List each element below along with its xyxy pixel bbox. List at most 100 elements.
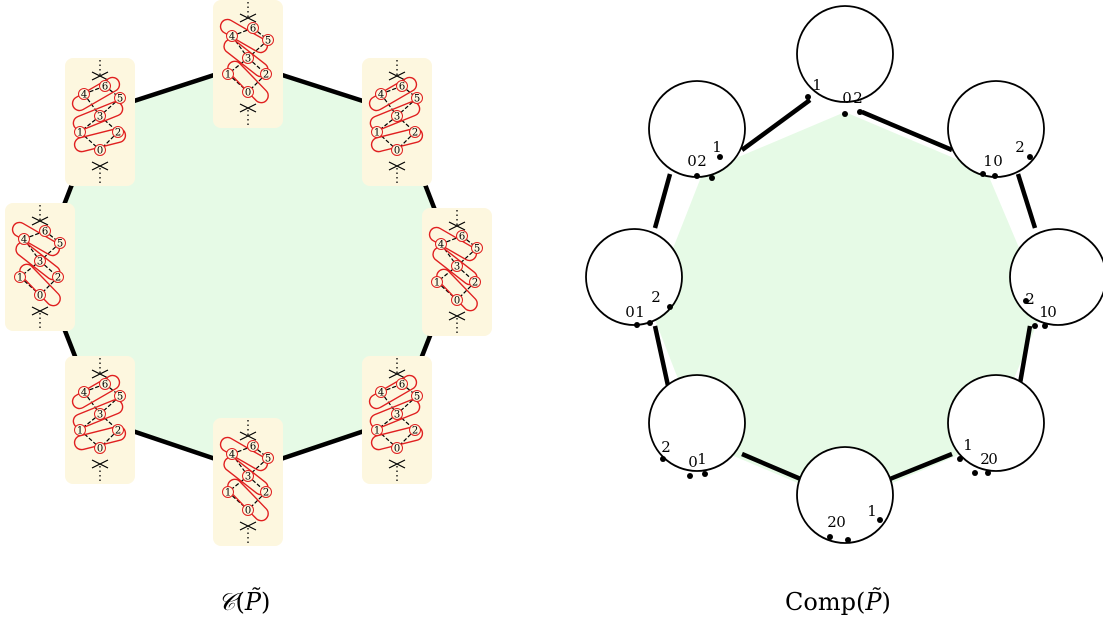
marked-point [985,470,991,476]
marked-point [667,304,673,310]
braid-card: 4 65 3 1 2 0 [65,58,135,186]
circle-bottom: 2 0 1 [796,446,894,544]
point-label: 1 [712,138,722,156]
vertex-marker [39,225,51,237]
circle-bottom-right: 120 [947,374,1045,476]
vertex-label: 5 [117,392,123,403]
marked-point [1027,154,1033,160]
circle-bottom-left: 20 1 [648,374,746,479]
boundary-circle [796,5,894,103]
vertex-label: 4 [81,90,87,101]
vertex-label: 4 [21,235,27,246]
braid-edge [231,35,249,59]
marked-point [687,473,693,479]
caption-right: Comp(P̃) [785,588,891,616]
crossing-tick [91,369,109,379]
vertex-marker [78,386,90,398]
crossing-tick [448,221,466,231]
vertex-label: 5 [414,392,420,403]
vertex-marker [375,386,387,398]
point-label: 2 [697,152,707,170]
vertex-marker [94,110,106,122]
vertex-marker [18,233,30,245]
vertex-marker [409,424,421,436]
vertex-label: 2 [263,70,269,81]
vertex-marker [114,390,126,402]
vertex-label: 6 [399,380,405,391]
point-label: 1 [812,76,822,94]
vertex-marker [471,242,483,254]
circle-left: 0 12 [585,228,683,328]
braid-card: 4 65 3 1 2 0 [362,58,432,186]
vertex-marker [431,276,443,288]
crossing-tick [388,369,406,379]
vertex-label: 6 [102,82,108,93]
vertex-marker [371,126,383,138]
caption-left-close: ) [261,588,271,616]
marked-point [717,154,723,160]
vertex-marker [226,30,238,42]
vertex-marker [34,255,46,267]
marked-point [1032,323,1038,329]
vertex-label: 6 [459,232,465,243]
vertex-marker [391,408,403,420]
vertex-marker [411,92,423,104]
vertex-label: 1 [434,278,440,289]
vertex-marker [112,126,124,138]
marked-point [957,456,963,462]
braid-edge [376,429,398,449]
point-label: 1 [635,303,645,321]
vertex-marker [375,88,387,100]
vertex-marker [247,22,259,34]
vertex-marker [78,88,90,100]
vertex-label: 3 [454,262,460,273]
vertex-label: 3 [37,257,43,268]
vertex-marker [260,68,272,80]
marked-point [694,173,700,179]
braid-edge [456,247,478,267]
vertex-marker [94,442,106,454]
red-loop [436,268,478,312]
caption-left: 𝒞(P̃) [218,588,270,616]
braid-edge [227,73,249,93]
vertex-label: 4 [81,388,87,399]
braid-edge [99,395,121,415]
marked-point [709,175,715,181]
crossing-tick [239,103,257,113]
vertex-label: 1 [17,273,23,284]
marked-point [805,94,811,100]
vertex-label: 0 [394,146,400,157]
circle-top: 1 0 2 [796,5,894,117]
vertex-label: 3 [394,410,400,421]
boundary-circle [1009,228,1103,326]
marked-point [660,456,666,462]
vertex-label: 5 [117,94,123,105]
marked-point [827,534,833,540]
red-loop [227,60,269,104]
vertex-marker [451,294,463,306]
vertex-label: 5 [265,454,271,465]
vertex-marker [242,52,254,64]
vertex-label: 2 [115,426,121,437]
vertex-label: 0 [245,506,251,517]
circle-top-left: 0 21 [648,80,746,181]
vertex-label: 2 [115,128,121,139]
braid-card: 4 65 3 1 2 0 [213,0,283,128]
braid-edge [79,429,101,449]
vertex-marker [99,80,111,92]
vertex-marker [242,504,254,516]
braid-edge [436,281,458,301]
vertex-marker [396,378,408,390]
braid-card: 4 65 3 1 2 0 [5,203,75,331]
vertex-label: 6 [102,380,108,391]
vertex-label: 1 [77,426,83,437]
vertex-marker [247,440,259,452]
point-label: 1 [697,450,707,468]
caption-left-var: P̃ [244,588,262,616]
vertex-marker [52,271,64,283]
right-octagon [650,98,1044,503]
marked-point [857,109,863,115]
